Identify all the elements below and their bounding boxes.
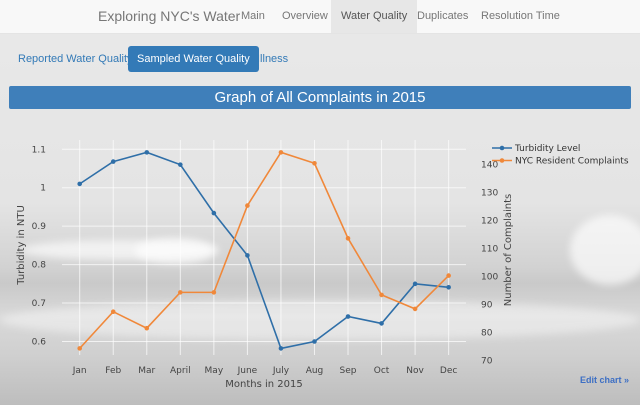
y-tick-label: 1 — [40, 184, 46, 194]
legend-swatch-marker — [499, 145, 505, 151]
data-point — [110, 309, 116, 315]
y2-tick-label: 70 — [481, 357, 493, 367]
legend-label: NYC Resident Complaints — [515, 157, 629, 167]
data-point — [211, 210, 217, 216]
data-point — [345, 236, 351, 241]
y-axis-title: Turbidity in NTU — [16, 205, 27, 286]
y2-tick-label: 110 — [481, 245, 498, 255]
data-point — [278, 346, 284, 351]
nav-main[interactable]: Main — [241, 10, 265, 22]
y2-tick-label: 90 — [481, 301, 493, 311]
tab-illness[interactable]: Illness — [257, 53, 289, 65]
data-point — [312, 161, 317, 166]
x-tick-label: May — [205, 366, 224, 376]
data-point — [245, 253, 250, 258]
x-tick-label: July — [272, 366, 290, 376]
top-navbar: Exploring NYC's Water Main Overview Wate… — [0, 0, 640, 34]
x-tick-label: Mar — [138, 366, 155, 376]
x-tick-label: Nov — [406, 366, 424, 376]
y-tick-label: 1.1 — [32, 145, 46, 155]
y2-tick-label: 130 — [481, 189, 498, 199]
y-tick-label: 0.8 — [32, 261, 47, 271]
y-tick-label: 0.6 — [32, 338, 47, 348]
nav-water-quality[interactable]: Water Quality — [331, 0, 418, 33]
data-point — [345, 314, 351, 319]
series-line-1 — [79, 151, 450, 349]
data-point — [278, 150, 284, 155]
nav-overview[interactable]: Overview — [282, 10, 328, 22]
data-point — [77, 181, 82, 187]
y2-axis-title: Number of Complaints — [503, 194, 514, 307]
nav-duplicates[interactable]: Duplicates — [417, 10, 469, 22]
background-wave — [135, 238, 215, 264]
y2-tick-label: 140 — [481, 161, 498, 171]
data-point — [245, 203, 250, 208]
data-point — [178, 290, 183, 295]
series-line-0 — [79, 151, 449, 350]
data-point — [379, 321, 384, 326]
legend-swatch-marker — [499, 158, 505, 163]
data-point — [412, 281, 418, 287]
data-point — [211, 290, 217, 295]
background-wave — [570, 215, 640, 285]
x-tick-label: Sep — [340, 366, 357, 376]
data-point — [446, 284, 451, 290]
edit-chart-link[interactable]: Edit chart » — [580, 375, 630, 385]
legend-label: Turbidity Level — [514, 144, 580, 154]
y2-tick-label: 100 — [481, 273, 498, 283]
brand-title[interactable]: Exploring NYC's Water — [98, 8, 241, 24]
y-tick-label: 0.9 — [32, 222, 47, 232]
y2-tick-label: 120 — [481, 217, 498, 227]
x-tick-label: Oct — [374, 366, 390, 376]
data-point — [144, 325, 150, 331]
data-point — [379, 292, 384, 298]
x-tick-label: April — [170, 366, 191, 376]
data-point — [412, 306, 418, 312]
data-point — [144, 150, 150, 155]
x-tick-label: Dec — [440, 366, 457, 376]
nav-resolution-time[interactable]: Resolution Time — [481, 10, 560, 22]
y-tick-label: 0.7 — [32, 299, 46, 309]
y2-tick-label: 80 — [481, 329, 493, 339]
x-tick-label: Jan — [72, 366, 87, 376]
chart-title-banner: Graph of All Complaints in 2015 — [9, 86, 631, 109]
data-point — [77, 346, 82, 351]
x-tick-label: Aug — [306, 366, 324, 376]
tab-sampled-water-quality[interactable]: Sampled Water Quality — [128, 46, 259, 72]
data-point — [110, 159, 116, 164]
data-point — [178, 162, 183, 167]
tab-reported-water-quality[interactable]: Reported Water Quality — [18, 53, 133, 65]
x-tick-label: Feb — [105, 366, 121, 376]
x-axis-title: Months in 2015 — [225, 379, 302, 390]
x-tick-label: June — [237, 366, 258, 376]
data-point — [312, 339, 317, 344]
data-point — [446, 273, 451, 278]
